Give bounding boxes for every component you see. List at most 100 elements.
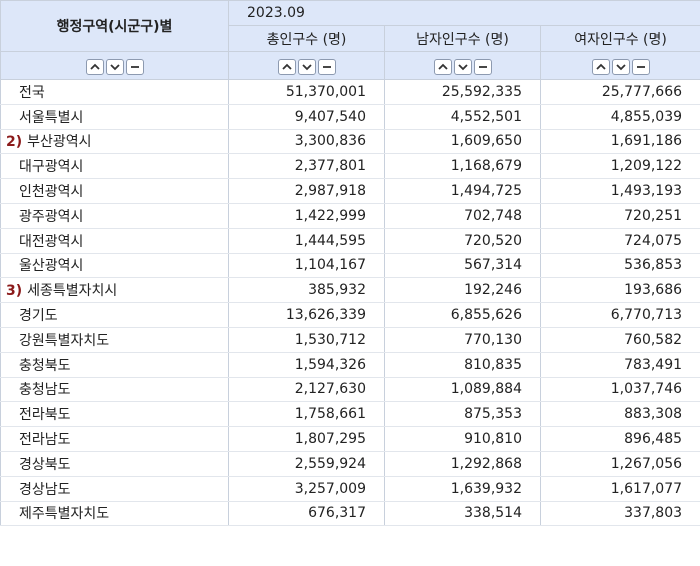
total-sort-up-button[interactable] xyxy=(277,58,296,75)
table-row: 충청남도 2,127,630 1,089,884 1,037,746 xyxy=(0,376,700,403)
male-cell: 1,292,868 xyxy=(384,450,541,477)
female-cell: 1,493,193 xyxy=(539,178,700,204)
female-remove-button[interactable] xyxy=(631,58,650,75)
total-cell: 1,530,712 xyxy=(228,326,385,353)
table-row: 대구광역시 2,377,801 1,168,679 1,209,122 xyxy=(0,153,700,180)
male-cell: 1,168,679 xyxy=(384,153,541,180)
region-name: 울산광역시 xyxy=(19,258,84,275)
female-cell: 4,855,039 xyxy=(539,103,700,130)
region-name: 전국 xyxy=(19,84,45,101)
region-cell: 2) 부산광역시 xyxy=(0,128,229,155)
region-cell: 대전광역시 xyxy=(0,227,229,254)
female-cell: 1,267,056 xyxy=(539,450,700,477)
region-name: 전라남도 xyxy=(19,432,71,449)
table-row: 서울특별시 9,407,540 4,552,501 4,855,039 xyxy=(0,103,700,130)
period-label: 2023.09 xyxy=(247,5,305,21)
male-cell: 810,835 xyxy=(384,351,541,378)
female-sort-down-button[interactable] xyxy=(611,58,630,75)
male-sort-down-button[interactable] xyxy=(453,58,472,75)
female-cell: 760,582 xyxy=(539,326,700,353)
table-row: 광주광역시 1,422,999 702,748 720,251 xyxy=(0,202,700,229)
table-row: 전라남도 1,807,295 910,810 896,485 xyxy=(0,426,700,452)
male-sort-up-button[interactable] xyxy=(433,58,452,75)
male-cell: 1,089,884 xyxy=(384,376,541,403)
female-cell: 1,617,077 xyxy=(539,475,700,502)
region-name: 광주광역시 xyxy=(19,208,84,225)
region-cell: 대구광역시 xyxy=(0,153,229,180)
region-remove-button[interactable] xyxy=(125,58,144,75)
population-table: 행정구역(시군구)별 2023.09 총인구수 (명) 남자인구수 (명) 여자… xyxy=(0,0,700,527)
table-row: 강원특별자치도 1,530,712 770,130 760,582 xyxy=(0,326,700,353)
female-cell: 6,770,713 xyxy=(539,302,700,328)
table-row: 3) 세종특별자치시 385,932 192,246 193,686 xyxy=(0,277,700,304)
region-cell: 경상북도 xyxy=(0,450,229,477)
region-name: 강원특별자치도 xyxy=(19,332,110,349)
region-sort-down-button[interactable] xyxy=(105,58,124,75)
total-sort-down-button[interactable] xyxy=(297,58,316,75)
table-row: 전국 51,370,001 25,592,335 25,777,666 xyxy=(0,79,700,105)
region-name: 대전광역시 xyxy=(19,233,84,250)
region-name: 경상남도 xyxy=(19,481,71,498)
table-row: 2) 부산광역시 3,300,836 1,609,650 1,691,186 xyxy=(0,128,700,155)
region-cell: 전국 xyxy=(0,79,229,105)
female-cell: 1,209,122 xyxy=(539,153,700,180)
total-cell: 1,807,295 xyxy=(228,426,385,452)
footnote-marker[interactable]: 2) xyxy=(6,134,23,151)
footnote-marker[interactable]: 3) xyxy=(6,283,23,300)
total-cell: 3,300,836 xyxy=(228,128,385,155)
region-column-label: 행정구역(시군구)별 xyxy=(56,19,173,35)
region-name: 부산광역시 xyxy=(27,134,92,151)
male-cell: 702,748 xyxy=(384,202,541,229)
region-cell: 충청북도 xyxy=(0,351,229,378)
total-cell: 1,444,595 xyxy=(228,227,385,254)
region-column-header: 행정구역(시군구)별 xyxy=(0,0,229,52)
total-remove-button[interactable] xyxy=(317,58,336,75)
region-name: 충청남도 xyxy=(19,382,71,399)
female-cell: 720,251 xyxy=(539,202,700,229)
female-sort-up-button[interactable] xyxy=(591,58,610,75)
region-cell: 강원특별자치도 xyxy=(0,326,229,353)
male-cell: 338,514 xyxy=(384,500,541,527)
male-cell: 567,314 xyxy=(384,252,541,279)
male-column-header: 남자인구수 (명) xyxy=(384,25,541,52)
total-cell: 1,758,661 xyxy=(228,401,385,428)
region-name: 대구광역시 xyxy=(19,159,84,176)
region-cell: 광주광역시 xyxy=(0,202,229,229)
region-name: 제주특별자치도 xyxy=(19,506,110,523)
male-cell: 6,855,626 xyxy=(384,302,541,328)
female-cell: 724,075 xyxy=(539,227,700,254)
male-cell: 1,639,932 xyxy=(384,475,541,502)
table-row: 제주특별자치도 676,317 338,514 337,803 xyxy=(0,500,700,527)
female-cell: 896,485 xyxy=(539,426,700,452)
table-row: 전라북도 1,758,661 875,353 883,308 xyxy=(0,401,700,428)
male-remove-button[interactable] xyxy=(473,58,492,75)
table-row: 인천광역시 2,987,918 1,494,725 1,493,193 xyxy=(0,178,700,204)
total-cell: 2,987,918 xyxy=(228,178,385,204)
male-cell: 192,246 xyxy=(384,277,541,304)
female-cell: 883,308 xyxy=(539,401,700,428)
region-cell: 경상남도 xyxy=(0,475,229,502)
region-cell: 경기도 xyxy=(0,302,229,328)
male-sort-controls xyxy=(384,51,541,80)
region-cell: 울산광역시 xyxy=(0,252,229,279)
total-cell: 1,594,326 xyxy=(228,351,385,378)
table-row: 경기도 13,626,339 6,855,626 6,770,713 xyxy=(0,302,700,328)
table-row: 충청북도 1,594,326 810,835 783,491 xyxy=(0,351,700,378)
male-cell: 4,552,501 xyxy=(384,103,541,130)
region-cell: 3) 세종특별자치시 xyxy=(0,277,229,304)
region-name: 전라북도 xyxy=(19,407,71,424)
region-name: 충청북도 xyxy=(19,357,71,374)
total-cell: 676,317 xyxy=(228,500,385,527)
male-cell: 1,609,650 xyxy=(384,128,541,155)
region-name: 인천광역시 xyxy=(19,184,84,201)
male-cell: 25,592,335 xyxy=(384,79,541,105)
region-sort-up-button[interactable] xyxy=(85,58,104,75)
female-cell: 25,777,666 xyxy=(539,79,700,105)
male-cell: 720,520 xyxy=(384,227,541,254)
female-cell: 783,491 xyxy=(539,351,700,378)
region-cell: 인천광역시 xyxy=(0,178,229,204)
total-column-header: 총인구수 (명) xyxy=(228,25,385,52)
region-cell: 전라북도 xyxy=(0,401,229,428)
region-cell: 제주특별자치도 xyxy=(0,500,229,527)
region-name: 경기도 xyxy=(19,308,58,325)
